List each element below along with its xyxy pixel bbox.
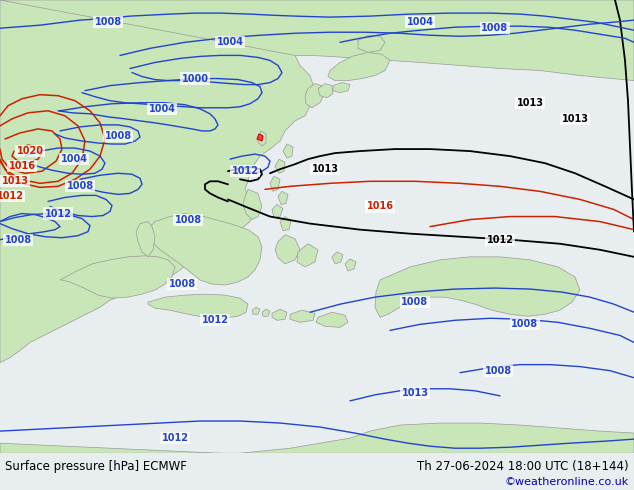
Polygon shape: [275, 235, 300, 264]
Polygon shape: [332, 252, 343, 264]
Text: 1004: 1004: [216, 37, 243, 48]
Text: 1013: 1013: [1, 176, 29, 186]
Polygon shape: [318, 84, 333, 98]
Text: 1008: 1008: [94, 17, 122, 27]
Polygon shape: [283, 144, 293, 158]
Polygon shape: [333, 83, 350, 93]
Text: 1008: 1008: [401, 297, 429, 307]
Polygon shape: [150, 214, 262, 285]
Text: 1008: 1008: [67, 181, 94, 191]
Polygon shape: [278, 192, 288, 204]
Polygon shape: [136, 221, 155, 257]
Text: Th 27-06-2024 18:00 UTC (18+144): Th 27-06-2024 18:00 UTC (18+144): [417, 460, 629, 473]
Text: 1012: 1012: [0, 192, 23, 201]
Text: 1012: 1012: [162, 433, 188, 443]
Text: 1008: 1008: [4, 235, 32, 245]
Text: 1008: 1008: [169, 279, 195, 289]
Polygon shape: [280, 217, 291, 231]
Polygon shape: [275, 159, 285, 173]
Text: ©weatheronline.co.uk: ©weatheronline.co.uk: [505, 477, 629, 487]
Text: 1012: 1012: [44, 209, 72, 219]
Text: 1004: 1004: [406, 17, 434, 27]
Polygon shape: [297, 244, 318, 267]
Text: 1008: 1008: [484, 366, 512, 376]
Text: 1020: 1020: [16, 146, 44, 156]
Polygon shape: [272, 309, 287, 320]
Text: 1008: 1008: [174, 215, 202, 224]
Polygon shape: [0, 423, 634, 453]
Text: 1000: 1000: [181, 74, 209, 84]
Polygon shape: [375, 257, 580, 318]
Polygon shape: [0, 0, 634, 80]
Polygon shape: [290, 310, 315, 322]
Polygon shape: [148, 294, 248, 318]
Text: 1008: 1008: [105, 131, 132, 141]
Text: 1013: 1013: [517, 98, 543, 108]
Text: Surface pressure [hPa] ECMWF: Surface pressure [hPa] ECMWF: [5, 460, 187, 473]
Text: 1012: 1012: [231, 166, 259, 176]
Text: 1012: 1012: [202, 315, 228, 325]
Polygon shape: [0, 0, 315, 363]
Polygon shape: [345, 259, 356, 271]
Text: 1013: 1013: [311, 164, 339, 174]
Text: 1004: 1004: [60, 154, 87, 164]
Polygon shape: [316, 312, 348, 327]
Polygon shape: [243, 189, 262, 220]
Text: 1004: 1004: [148, 104, 176, 114]
Polygon shape: [258, 131, 266, 146]
Polygon shape: [270, 176, 280, 192]
Text: 1016: 1016: [8, 161, 36, 171]
Polygon shape: [262, 309, 270, 316]
Text: 1016: 1016: [366, 201, 394, 212]
Text: 1013: 1013: [562, 114, 588, 124]
Polygon shape: [358, 35, 385, 52]
Text: 1008: 1008: [512, 319, 538, 329]
Polygon shape: [328, 52, 390, 80]
Polygon shape: [272, 204, 283, 218]
Text: 1012: 1012: [486, 235, 514, 245]
Polygon shape: [305, 84, 325, 108]
Text: 1008: 1008: [481, 23, 508, 33]
Polygon shape: [60, 256, 175, 298]
Text: 1013: 1013: [401, 388, 429, 398]
Polygon shape: [257, 134, 263, 141]
Polygon shape: [252, 307, 260, 314]
